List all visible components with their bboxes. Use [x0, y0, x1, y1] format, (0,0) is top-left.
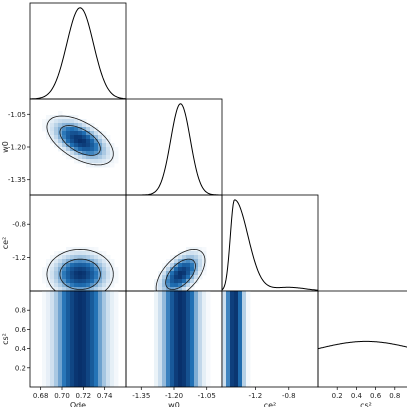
- panel-ce2-vs-ce2: [221, 194, 319, 292]
- contour-68: [59, 258, 101, 290]
- density-ce2-vs-omega_de: [42, 247, 119, 291]
- x-tick-label: -0.8: [282, 392, 296, 400]
- y-tick-label: -1.2: [12, 254, 26, 262]
- panel-cs2-vs-cs2: 0.2 0.4 0.6 0.8 cs²: [317, 290, 407, 410]
- x-tick-label: 0.70: [54, 392, 70, 400]
- contour-95: [155, 248, 206, 291]
- panel-ce2-vs-w0: [125, 194, 223, 292]
- x-tick-label: 0.4: [351, 392, 363, 400]
- contour-68: [165, 258, 196, 290]
- x-tick-label: -1.05: [198, 392, 216, 400]
- marginal-curve-ce2: [221, 199, 319, 291]
- x-tick-label: 0.6: [370, 392, 382, 400]
- x-tick-label: -1.2: [249, 392, 263, 400]
- y-axis-label: w0: [1, 141, 10, 153]
- contour-68: [59, 125, 101, 156]
- contour-95: [46, 248, 114, 291]
- x-tick-label: 0.68: [33, 392, 49, 400]
- contour-95: [46, 115, 114, 166]
- x-tick-label: -1.35: [132, 392, 150, 400]
- x-tick-label: 0.74: [97, 392, 113, 400]
- panel-cs2-vs-w0: -1.35 -1.20 -1.05 w0: [125, 290, 223, 410]
- y-tick-label: 0.8: [15, 307, 26, 315]
- panel-w0-vs-omega_de: -1.35 -1.20 -1.05 w0: [1, 98, 127, 196]
- y-tick-label: -1.20: [8, 144, 26, 152]
- x-tick-label: 0.2: [332, 392, 343, 400]
- x-axis-label: cs²: [360, 401, 372, 407]
- panel-cs2-vs-ce2: -1.2 -0.8 ce²: [221, 290, 319, 410]
- y-tick-label: 0.6: [15, 326, 27, 334]
- density-w0-vs-omega_de: [42, 111, 119, 168]
- panel-frame: [317, 290, 407, 388]
- x-axis-label: Ωde: [70, 401, 86, 407]
- density-ce2-vs-w0: [154, 247, 207, 291]
- y-axis-label: ce²: [1, 237, 10, 250]
- density-cs2-vs-w0: [154, 291, 211, 387]
- y-tick-label: -1.05: [8, 111, 26, 119]
- x-tick-label: 0.72: [76, 392, 92, 400]
- y-axis-label: cs²: [1, 333, 10, 345]
- panel-frame: [125, 98, 223, 196]
- x-tick-label: 0.8: [389, 392, 400, 400]
- panel-omega_de-vs-omega_de: [29, 2, 127, 100]
- marginal-curve-w0: [126, 103, 222, 196]
- y-tick-label: 0.4: [15, 345, 27, 353]
- y-tick-label: 0.2: [15, 364, 26, 372]
- density-cs2-vs-ce2: [222, 291, 251, 387]
- x-axis-label: w0: [168, 401, 180, 407]
- panel-frame: [29, 2, 127, 100]
- panel-cs2-vs-omega_de: 0.68 0.70 0.72 0.74 Ωde 0.2 0.4 0.6 0.8 cs²: [1, 290, 127, 410]
- x-tick-label: -1.20: [165, 392, 183, 400]
- marginal-curve-omega_de: [30, 7, 127, 100]
- density-cs2-vs-omega_de: [42, 291, 119, 387]
- y-tick-label: -0.8: [12, 221, 26, 229]
- marginal-curve-cs2: [317, 340, 407, 350]
- y-tick-label: -1.35: [8, 176, 26, 184]
- panel-frame: [221, 194, 319, 292]
- panel-w0-vs-w0: [125, 98, 223, 196]
- x-axis-label: ce²: [264, 401, 277, 407]
